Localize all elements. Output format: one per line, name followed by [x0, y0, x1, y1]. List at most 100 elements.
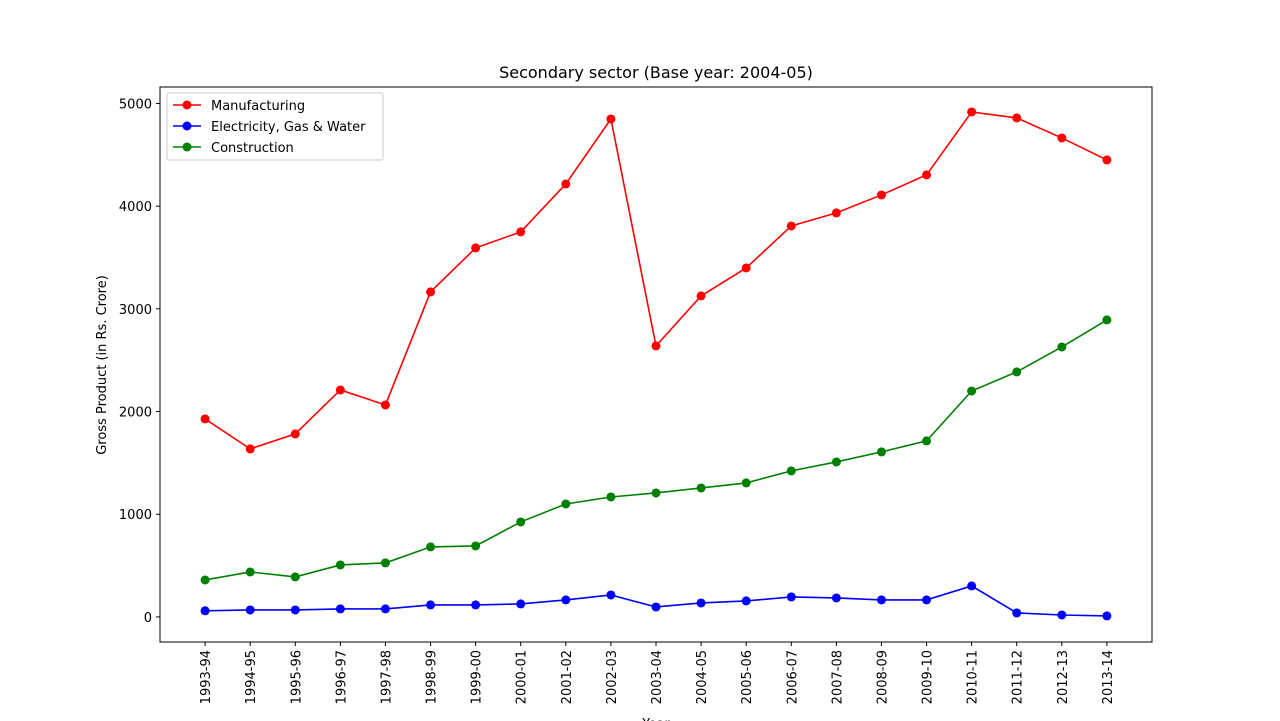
data-point — [426, 542, 436, 552]
y-tick-label: 1000 — [119, 508, 152, 523]
data-point — [606, 590, 616, 600]
data-point — [335, 385, 345, 395]
data-point — [606, 114, 616, 124]
data-point — [1102, 315, 1112, 325]
chart-title: Secondary sector (Base year: 2004-05) — [499, 63, 813, 82]
y-tick-label: 2000 — [119, 406, 152, 421]
legend-label: Electricity, Gas & Water — [211, 120, 366, 135]
plot-area — [159, 86, 1153, 643]
y-tick-label: 5000 — [119, 97, 152, 112]
data-point — [561, 595, 571, 605]
data-point — [786, 466, 796, 476]
data-point — [200, 414, 210, 424]
x-tick-label: 2001-02 — [560, 650, 575, 704]
data-point — [471, 243, 481, 253]
x-tick-label: 2004-05 — [695, 650, 710, 704]
data-point — [516, 599, 526, 609]
data-point — [741, 478, 751, 488]
y-axis-label: Gross Product (in Rs. Crore) — [95, 275, 110, 455]
data-point — [245, 567, 255, 577]
data-point — [1102, 155, 1112, 165]
data-point — [651, 488, 661, 498]
x-tick-label: 2008-09 — [875, 650, 890, 704]
x-tick-label: 1998-99 — [425, 650, 440, 704]
data-point — [741, 596, 751, 606]
data-point — [380, 400, 390, 410]
data-point — [1012, 113, 1022, 123]
y-tick-label: 0 — [144, 611, 152, 626]
data-point — [471, 541, 481, 551]
legend-marker — [182, 100, 192, 110]
data-point — [380, 604, 390, 614]
x-tick-label: 2006-07 — [785, 650, 800, 704]
legend-label: Manufacturing — [211, 99, 305, 114]
series — [200, 581, 1112, 621]
series — [200, 315, 1112, 585]
data-point — [1102, 611, 1112, 621]
data-point — [606, 492, 616, 502]
data-point — [1057, 610, 1067, 620]
data-point — [786, 592, 796, 602]
data-point — [561, 499, 571, 509]
x-tick-label: 1997-98 — [379, 650, 394, 704]
legend-label: Construction — [211, 141, 294, 156]
data-point — [245, 605, 255, 615]
data-point — [1012, 367, 1022, 377]
data-point — [786, 221, 796, 231]
data-point — [200, 606, 210, 616]
legend-marker — [182, 121, 192, 131]
x-tick-label: 2013-14 — [1101, 650, 1116, 704]
data-point — [1012, 608, 1022, 618]
data-point — [290, 605, 300, 615]
data-point — [922, 170, 932, 180]
data-point — [876, 190, 886, 200]
data-point — [426, 287, 436, 297]
data-point — [922, 436, 932, 446]
x-tick-label: 2002-03 — [605, 650, 620, 704]
x-tick-label: 1999-00 — [470, 650, 485, 704]
data-point — [967, 107, 977, 117]
data-point — [876, 447, 886, 457]
data-point — [831, 457, 841, 467]
legend: Manufacturing Electricity, Gas & Water Con… — [166, 92, 384, 161]
data-point — [1057, 133, 1067, 143]
data-point — [831, 593, 841, 603]
legend-box — [166, 92, 384, 161]
data-point — [696, 483, 706, 493]
data-point — [922, 595, 932, 605]
data-point — [741, 263, 751, 273]
x-tick-label: 2012-13 — [1056, 650, 1071, 704]
series-line — [204, 111, 1108, 450]
x-tick-label: 2010-11 — [966, 650, 981, 704]
data-point — [426, 600, 436, 610]
data-point — [471, 600, 481, 610]
x-tick-label: 2007-08 — [830, 650, 845, 704]
data-point — [876, 595, 886, 605]
data-point — [696, 291, 706, 301]
series-line — [204, 319, 1108, 581]
data-point — [290, 429, 300, 439]
data-point — [335, 560, 345, 570]
data-point — [245, 444, 255, 454]
data-point — [561, 179, 571, 189]
data-point — [651, 602, 661, 612]
x-axis-label: Year — [641, 717, 670, 721]
data-point — [516, 227, 526, 237]
data-point — [831, 208, 841, 218]
x-tick-label: 2011-12 — [1011, 650, 1026, 704]
x-tick-label: 2000-01 — [515, 650, 530, 704]
x-tick-label: 1994-95 — [244, 650, 259, 704]
data-point — [290, 572, 300, 582]
data-point — [380, 558, 390, 568]
x-tick-label: 2009-10 — [921, 650, 936, 704]
series — [200, 107, 1112, 454]
x-tick-label: 1996-97 — [334, 650, 349, 704]
data-point — [651, 341, 661, 351]
x-tick-label: 1995-96 — [289, 650, 304, 704]
x-tick-label: 2005-06 — [740, 650, 755, 704]
data-point — [335, 604, 345, 614]
data-point — [200, 575, 210, 585]
data-point — [1057, 342, 1067, 352]
data-point — [516, 517, 526, 527]
